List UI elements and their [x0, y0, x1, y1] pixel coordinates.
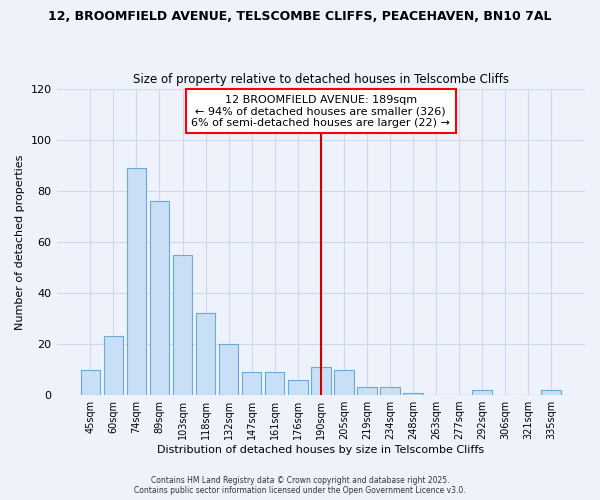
Bar [242, 372, 262, 395]
Bar [357, 388, 377, 395]
Bar [288, 380, 308, 395]
Title: Size of property relative to detached houses in Telscombe Cliffs: Size of property relative to detached ho… [133, 73, 509, 86]
Bar [380, 388, 400, 395]
Bar [265, 372, 284, 395]
Bar [80, 370, 100, 395]
Bar [104, 336, 123, 395]
Bar [334, 370, 353, 395]
Bar [472, 390, 492, 395]
Bar [541, 390, 561, 395]
Text: 12, BROOMFIELD AVENUE, TELSCOMBE CLIFFS, PEACEHAVEN, BN10 7AL: 12, BROOMFIELD AVENUE, TELSCOMBE CLIFFS,… [48, 10, 552, 23]
Bar [311, 367, 331, 395]
Bar [219, 344, 238, 395]
Y-axis label: Number of detached properties: Number of detached properties [15, 154, 25, 330]
Bar [173, 254, 193, 395]
Text: Contains HM Land Registry data © Crown copyright and database right 2025.
Contai: Contains HM Land Registry data © Crown c… [134, 476, 466, 495]
Bar [127, 168, 146, 395]
Text: 12 BROOMFIELD AVENUE: 189sqm
← 94% of detached houses are smaller (326)
6% of se: 12 BROOMFIELD AVENUE: 189sqm ← 94% of de… [191, 94, 450, 128]
Bar [149, 201, 169, 395]
Bar [403, 392, 423, 395]
Bar [196, 314, 215, 395]
X-axis label: Distribution of detached houses by size in Telscombe Cliffs: Distribution of detached houses by size … [157, 445, 484, 455]
